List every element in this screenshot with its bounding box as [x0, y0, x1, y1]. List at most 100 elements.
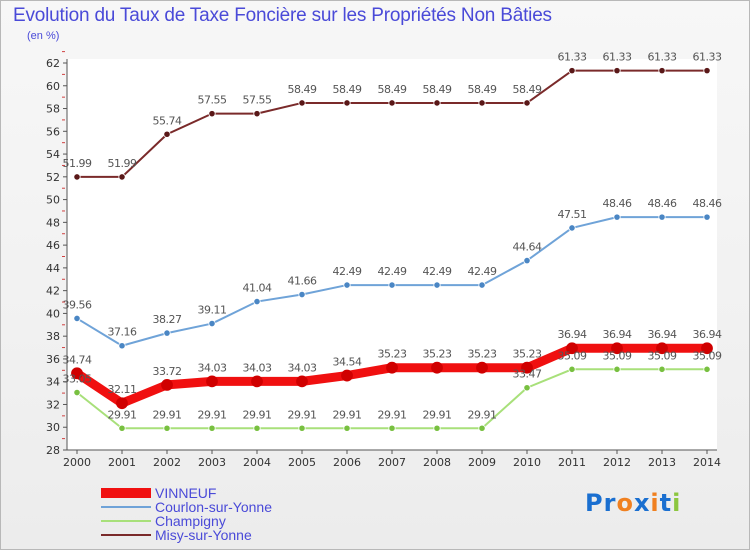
data-label-misy-sur-yonne: 58.49: [333, 83, 362, 96]
data-label-misy-sur-yonne: 61.33: [603, 51, 632, 64]
data-point-courlon-sur-yonne: [703, 213, 711, 221]
data-point-courlon-sur-yonne: [658, 213, 666, 221]
data-label-misy-sur-yonne: 58.49: [423, 83, 452, 96]
data-point-misy-sur-yonne: [388, 99, 396, 107]
data-label-courlon-sur-yonne: 44.64: [513, 241, 542, 254]
data-label-champigny: 29.91: [468, 408, 497, 421]
x-tick-label: 2012: [603, 456, 631, 469]
data-label-champigny: 33.05: [63, 373, 92, 386]
x-tick-label: 2007: [378, 456, 406, 469]
data-point-courlon-sur-yonne: [523, 256, 531, 265]
data-label-vinneuf: 36.94: [558, 328, 587, 341]
data-point-champigny: [163, 424, 171, 432]
data-label-misy-sur-yonne: 58.49: [468, 83, 497, 96]
data-label-champigny: 29.91: [108, 408, 137, 421]
data-point-vinneuf: [701, 342, 713, 355]
x-tick-label: 2008: [423, 456, 451, 469]
data-point-misy-sur-yonne: [298, 99, 306, 107]
data-label-courlon-sur-yonne: 39.11: [198, 304, 227, 317]
data-label-vinneuf: 36.94: [603, 328, 632, 341]
y-tick-label: 28: [46, 444, 60, 457]
data-point-misy-sur-yonne: [343, 99, 351, 107]
data-point-misy-sur-yonne: [658, 67, 666, 75]
data-point-courlon-sur-yonne: [433, 281, 441, 289]
data-label-courlon-sur-yonne: 42.49: [423, 265, 452, 278]
proxiti-logo: Proxiti: [585, 489, 681, 517]
data-label-champigny: 29.91: [333, 408, 362, 421]
data-point-champigny: [478, 424, 486, 432]
data-label-champigny: 29.91: [153, 408, 182, 421]
x-tick-label: 2014: [693, 456, 721, 469]
y-tick-label: 40: [46, 307, 60, 320]
y-tick-label: 56: [46, 125, 60, 138]
data-point-champigny: [433, 424, 441, 432]
logo-letter: i: [650, 489, 660, 517]
data-label-courlon-sur-yonne: 37.16: [108, 326, 137, 339]
data-point-courlon-sur-yonne: [73, 314, 81, 323]
data-point-vinneuf: [566, 342, 578, 355]
data-point-misy-sur-yonne: [73, 173, 81, 181]
legend-item: Misy-sur-Yonne: [101, 527, 272, 543]
x-tick-label: 2005: [288, 456, 316, 469]
data-label-vinneuf: 32.11: [108, 383, 137, 396]
data-point-courlon-sur-yonne: [163, 329, 171, 337]
x-tick-label: 2003: [198, 456, 226, 469]
x-tick-label: 2006: [333, 456, 361, 469]
data-point-champigny: [73, 388, 81, 397]
data-label-champigny: 35.09: [603, 349, 632, 362]
data-point-misy-sur-yonne: [118, 173, 126, 181]
data-point-vinneuf: [656, 342, 668, 355]
data-label-courlon-sur-yonne: 42.49: [378, 265, 407, 278]
y-tick-label: 58: [46, 103, 60, 116]
data-label-vinneuf: 35.23: [513, 348, 542, 361]
data-point-champigny: [343, 424, 351, 432]
x-tick-label: 2002: [153, 456, 181, 469]
data-point-champigny: [703, 365, 711, 373]
data-label-vinneuf: 34.54: [333, 356, 362, 369]
y-tick-label: 62: [46, 57, 60, 70]
data-point-vinneuf: [386, 361, 398, 374]
legend-label: Courlon-sur-Yonne: [155, 499, 272, 515]
data-label-courlon-sur-yonne: 39.56: [63, 298, 92, 311]
data-label-champigny: 35.09: [558, 349, 587, 362]
logo-letter: P: [585, 489, 604, 517]
data-label-vinneuf: 35.23: [423, 348, 452, 361]
data-point-misy-sur-yonne: [703, 67, 711, 75]
data-point-champigny: [118, 424, 126, 432]
data-point-vinneuf: [431, 361, 443, 374]
data-point-champigny: [298, 424, 306, 432]
data-label-misy-sur-yonne: 61.33: [648, 51, 677, 64]
data-label-misy-sur-yonne: 61.33: [558, 51, 587, 64]
data-label-courlon-sur-yonne: 48.46: [693, 197, 722, 210]
data-point-courlon-sur-yonne: [613, 213, 621, 221]
legend-item: VINNEUF: [101, 485, 272, 501]
x-tick-label: 2001: [108, 456, 136, 469]
data-point-courlon-sur-yonne: [388, 281, 396, 289]
data-label-misy-sur-yonne: 58.49: [513, 83, 542, 96]
data-point-vinneuf: [251, 375, 263, 388]
x-tick-label: 2009: [468, 456, 496, 469]
data-label-champigny: 33.47: [513, 368, 542, 381]
legend-swatch: [101, 488, 151, 498]
data-point-champigny: [253, 424, 261, 432]
data-point-courlon-sur-yonne: [208, 319, 216, 328]
data-label-misy-sur-yonne: 51.99: [63, 157, 92, 170]
data-label-champigny: 29.91: [198, 408, 227, 421]
data-label-champigny: 29.91: [423, 408, 452, 421]
data-point-misy-sur-yonne: [523, 99, 531, 107]
data-point-vinneuf: [611, 342, 623, 355]
logo-letter: x: [633, 489, 651, 517]
legend-swatch: [101, 534, 151, 536]
logo-letter: r: [603, 489, 617, 517]
data-label-champigny: 29.91: [288, 408, 317, 421]
data-label-courlon-sur-yonne: 47.51: [558, 208, 587, 221]
legend-item: Champigny: [101, 513, 272, 529]
data-point-misy-sur-yonne: [208, 110, 216, 118]
data-point-courlon-sur-yonne: [478, 281, 486, 289]
chart-title: Evolution du Taux de Taxe Foncière sur l…: [13, 5, 552, 26]
x-tick-label: 2004: [243, 456, 271, 469]
data-point-courlon-sur-yonne: [568, 224, 576, 232]
data-label-vinneuf: 35.23: [468, 348, 497, 361]
logo-letter: i: [672, 489, 682, 517]
